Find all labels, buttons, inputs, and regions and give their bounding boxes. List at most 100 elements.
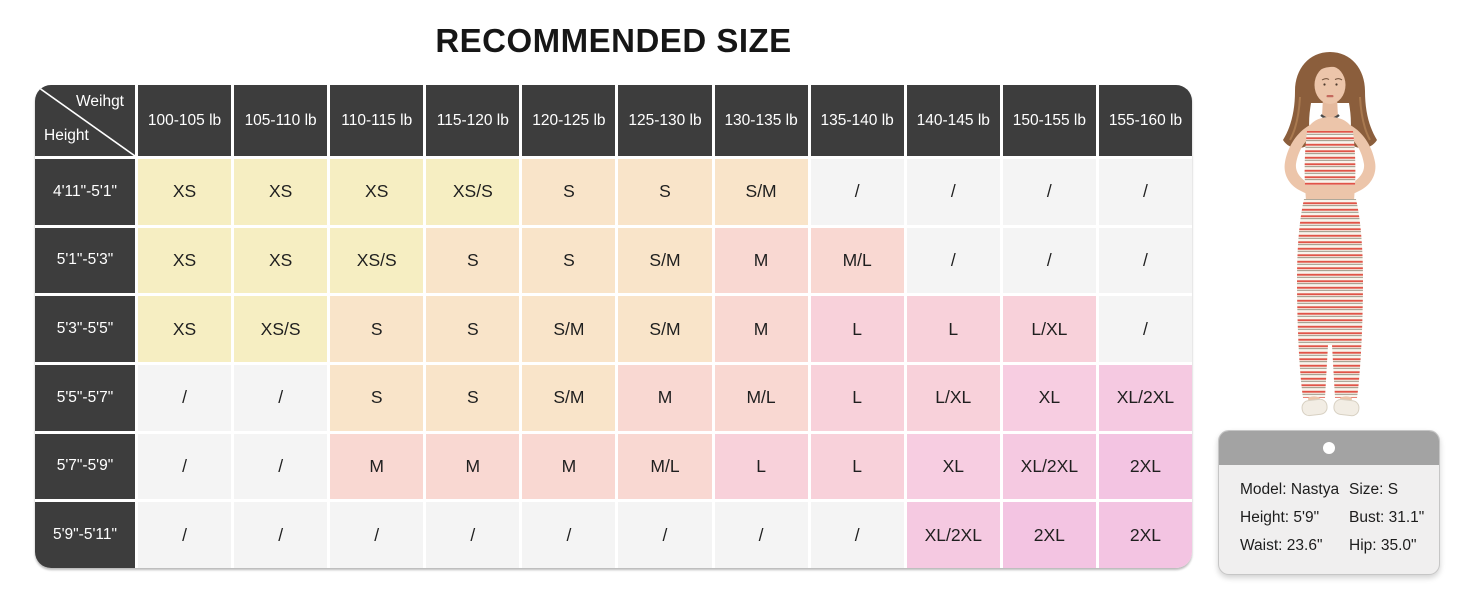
size-cell: S: [330, 364, 424, 431]
card-header-strip: [1219, 431, 1439, 465]
height-label-cell: 5'5"-5'7": [35, 364, 135, 431]
size-cell: M: [714, 227, 808, 294]
size-cell: XL: [906, 433, 1000, 500]
striped-top: [1304, 131, 1356, 185]
size-cell: S: [330, 296, 424, 362]
size-cell: XL: [1002, 364, 1096, 431]
size-cell-empty: /: [138, 433, 232, 500]
size-cell: XS/S: [330, 227, 424, 294]
weight-header-cell: 140-145 lb: [906, 85, 1000, 156]
height-label-cell: 5'1"-5'3": [35, 227, 135, 294]
size-cell: M: [714, 296, 808, 362]
size-cell-empty: /: [1002, 227, 1096, 294]
size-cell: S: [522, 227, 616, 294]
size-cell: XS/S: [234, 296, 328, 362]
size-cell: M: [426, 433, 520, 500]
striped-pants: [1297, 199, 1363, 398]
size-cell: S/M: [618, 227, 712, 294]
size-cell: 2XL: [1002, 502, 1096, 568]
weight-header-cell: 135-140 lb: [810, 85, 904, 156]
size-cell-empty: /: [234, 364, 328, 431]
size-cell: M/L: [714, 364, 808, 431]
height-label-cell: 5'7"-5'9": [35, 433, 135, 500]
size-cell: S/M: [522, 364, 616, 431]
size-cell: 2XL: [1098, 502, 1192, 568]
size-cell: XS: [234, 227, 328, 294]
size-cell: L: [810, 296, 904, 362]
model-waist-text: Waist: 23.6": [1240, 537, 1323, 554]
size-cell: L/XL: [906, 364, 1000, 431]
model-size-text: Size: S: [1349, 481, 1399, 498]
size-cell-empty: /: [234, 502, 328, 568]
size-cell: L: [906, 296, 1000, 362]
corner-height-label: Height: [44, 127, 89, 144]
size-cell: XL/2XL: [906, 502, 1000, 568]
size-cell: S/M: [522, 296, 616, 362]
size-chart-table: Weihgt Height 100-105 lb 105-110 lb 110-11…: [35, 85, 1192, 568]
weight-header-cell: 120-125 lb: [522, 85, 616, 156]
left-arm: [1284, 125, 1314, 194]
size-cell: XL/2XL: [1002, 433, 1096, 500]
size-cell: XS: [330, 159, 424, 225]
weight-header-cell: 105-110 lb: [234, 85, 328, 156]
weight-header-cell: 115-120 lb: [426, 85, 520, 156]
size-cell-empty: /: [1002, 159, 1096, 225]
size-cell: S/M: [618, 296, 712, 362]
size-cell: M/L: [810, 227, 904, 294]
size-cell: L: [714, 433, 808, 500]
height-label-cell: 5'3"-5'5": [35, 296, 135, 362]
size-cell-empty: /: [138, 502, 232, 568]
size-cell: XS: [138, 159, 232, 225]
card-line: Model: Nastya Size: S: [1240, 476, 1439, 504]
left-sandal: [1301, 398, 1328, 417]
face: [1314, 66, 1346, 104]
size-cell: 2XL: [1098, 433, 1192, 500]
size-cell: S: [426, 296, 520, 362]
size-cell: L: [810, 364, 904, 431]
height-label-cell: 5'9"-5'11": [35, 502, 135, 568]
size-cell: XL/2XL: [1098, 364, 1192, 431]
corner-header-cell: Weihgt Height: [35, 85, 135, 156]
weight-header-cell: 110-115 lb: [330, 85, 424, 156]
right-arm: [1346, 125, 1376, 194]
card-lines: Model: Nastya Size: S Height: 5'9" Bust:…: [1219, 465, 1439, 560]
size-cell-empty: /: [1098, 227, 1192, 294]
size-cell-empty: /: [1098, 296, 1192, 362]
size-cell-empty: /: [810, 502, 904, 568]
size-cell-empty: /: [906, 159, 1000, 225]
size-cell: XS: [138, 227, 232, 294]
corner-weight-label: Weihgt: [76, 93, 124, 110]
card-line: Height: 5'9" Bust: 31.1": [1240, 504, 1439, 532]
size-cell: XS: [138, 296, 232, 362]
model-hip-text: Hip: 35.0": [1349, 537, 1417, 554]
page-title: RECOMMENDED SIZE: [435, 22, 792, 59]
model-height-text: Height: 5'9": [1240, 509, 1320, 526]
size-cell-empty: /: [1098, 159, 1192, 225]
size-cell-empty: /: [522, 502, 616, 568]
size-cell-empty: /: [714, 502, 808, 568]
weight-header-cell: 155-160 lb: [1098, 85, 1192, 156]
size-cell-empty: /: [330, 502, 424, 568]
card-line: Waist: 23.6" Hip: 35.0": [1240, 532, 1439, 560]
size-cell: M: [330, 433, 424, 500]
size-cell: L/XL: [1002, 296, 1096, 362]
size-cell-empty: /: [138, 364, 232, 431]
diagonal-divider: [35, 85, 135, 156]
size-cell-empty: /: [906, 227, 1000, 294]
weight-header-cell: 125-130 lb: [618, 85, 712, 156]
model-photo: [1283, 52, 1377, 417]
model-bust-text: Bust: 31.1": [1349, 509, 1425, 526]
size-cell: L: [810, 433, 904, 500]
weight-header-cell: 100-105 lb: [138, 85, 232, 156]
tag-hole-icon: [1323, 442, 1335, 454]
size-cell: S: [522, 159, 616, 225]
right-sandal: [1333, 398, 1360, 417]
size-cell: S: [618, 159, 712, 225]
size-cell: M: [522, 433, 616, 500]
size-cell-empty: /: [618, 502, 712, 568]
size-cell: S: [426, 364, 520, 431]
height-label-cell: 4'11"-5'1": [35, 159, 135, 225]
size-cell-empty: /: [426, 502, 520, 568]
size-cell: S: [426, 227, 520, 294]
